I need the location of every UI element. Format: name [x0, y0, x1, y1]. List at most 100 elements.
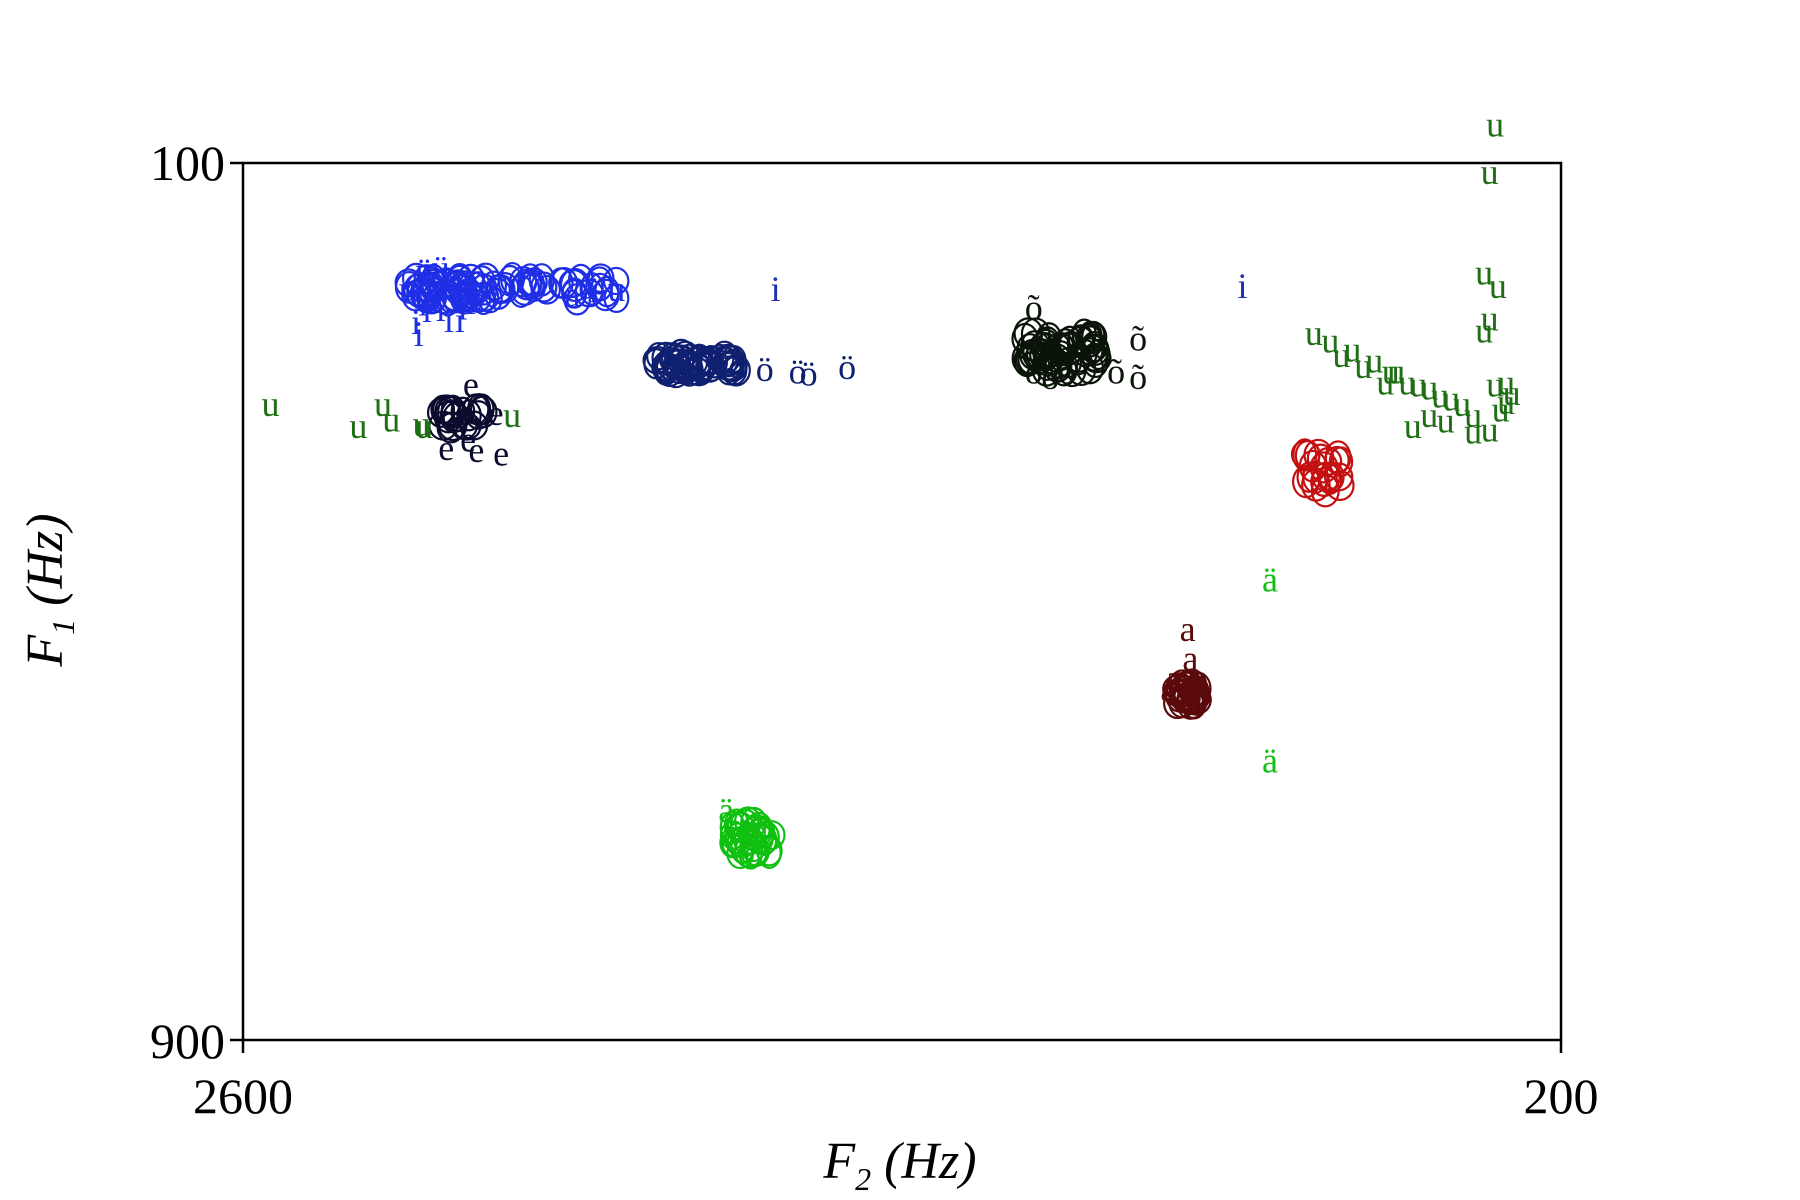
vowel-point-label: e: [438, 428, 454, 468]
cluster-mark-4: [1029, 331, 1059, 361]
plot-frame: [241, 161, 1563, 1042]
cluster-mark-4: [1081, 343, 1112, 374]
vowel-point-label: u: [1332, 335, 1350, 375]
vowel-point-label: a: [1160, 669, 1176, 709]
vowel-point-label: u: [1475, 311, 1493, 351]
vowel-point-label: õ: [1058, 351, 1076, 391]
vowel-point-label: ö: [756, 349, 774, 389]
vowel-point-label: i: [411, 302, 421, 342]
vowel-point-label: i: [589, 270, 599, 310]
vowel-point-label: u: [399, 269, 417, 309]
vowel-point-label: u: [1398, 362, 1416, 402]
cluster-mark-4: [1016, 333, 1044, 362]
cluster-mark-0: [455, 279, 484, 309]
cluster-mark-3: [660, 344, 689, 377]
cluster-mark-4: [1067, 324, 1095, 355]
cluster-mark-7: [1163, 678, 1191, 707]
x-axis-title: F2 (Hz): [822, 1133, 976, 1197]
cluster-mark-3: [653, 353, 683, 383]
vowel-point-label: u: [1437, 401, 1455, 441]
vowel-point-label: ä: [721, 812, 737, 852]
cluster-mark-0: [520, 267, 548, 298]
cluster-mark-0: [403, 273, 431, 307]
vowel-point-label: u: [349, 406, 367, 446]
vowel-point-label: u: [374, 384, 392, 424]
vowel-point-label: u: [1321, 321, 1339, 361]
vowel-point-label: i: [458, 288, 468, 328]
x-tick-label-2600: 2600: [193, 1068, 293, 1124]
cluster-mark-3: [673, 351, 699, 386]
vowel-point-label: i: [422, 290, 432, 330]
x-axis-title-main: F: [822, 1133, 856, 1190]
cluster-mark-0: [489, 272, 520, 304]
vowel-point-label: u: [1475, 253, 1493, 293]
vowel-point-label: õ: [1041, 357, 1059, 397]
vowel-point-label: i: [466, 282, 476, 322]
vowel-point-label: i: [436, 289, 446, 329]
vowel-point-label: u: [1365, 340, 1383, 380]
vowel-point-label: e: [488, 393, 504, 433]
cluster-mark-4: [1081, 330, 1109, 363]
cluster-mark-8: [744, 811, 773, 844]
vowel-point-label: u: [1354, 346, 1372, 386]
y-tick-label-100: 100: [150, 135, 225, 191]
cluster-mark-8: [747, 817, 776, 849]
x-axis-title-unit: (Hz): [884, 1133, 976, 1190]
vowel-point-label: i: [444, 300, 454, 340]
cluster-mark-8: [729, 808, 760, 840]
cluster-mark-6: [1296, 461, 1322, 493]
vowel-point-label: i: [430, 281, 440, 321]
vowel-point-label: e: [468, 430, 484, 470]
vowel-point-label: u: [1486, 364, 1504, 404]
cluster-mark-6: [1298, 449, 1328, 483]
vowel-point-label: a: [1182, 639, 1198, 679]
cluster-mark-0: [602, 266, 630, 296]
vowel-point-label: u: [1431, 375, 1449, 415]
cluster-mark-2: [432, 394, 461, 425]
cluster-mark-0: [587, 266, 613, 295]
cluster-mark-0: [431, 269, 462, 298]
vowel-point-label: u: [1404, 406, 1422, 446]
vowel-point-label: u: [1343, 329, 1361, 369]
vowel-point-label: u: [1481, 409, 1499, 449]
vowel-point-label: a: [1180, 609, 1196, 649]
vowel-point-label: u: [1497, 362, 1515, 402]
vowel-point-label: u: [1464, 412, 1482, 452]
vowel-point-label: ü: [432, 248, 450, 288]
cluster-mark-7: [1185, 675, 1210, 710]
vowel-point-label: u: [382, 400, 400, 440]
vowel-point-label: u: [1492, 390, 1510, 430]
vowel-point-label: õ: [1025, 288, 1043, 328]
vowel-point-label: õ: [1107, 351, 1125, 391]
cluster-mark-4: [1055, 346, 1083, 379]
cluster-mark-3: [713, 351, 743, 381]
cluster-mark-0: [457, 270, 487, 304]
vowel-point-label: ö: [800, 353, 818, 393]
vowel-point-label: õ: [1025, 351, 1043, 391]
vowel-point-label: i: [455, 300, 465, 340]
cluster-mark-6: [1324, 440, 1352, 475]
vowel-point-label: ö: [728, 346, 746, 386]
y-tick-label-900: 900: [150, 1013, 225, 1069]
cluster-mark-2: [467, 392, 492, 427]
vowel-point-label: u: [412, 404, 430, 444]
vowel-point-label: ä: [1262, 740, 1278, 780]
vowel-point-label: u: [1382, 351, 1400, 391]
cluster-mark-6: [1301, 468, 1331, 502]
cluster-mark-3: [643, 348, 670, 380]
cluster-mark-6: [1323, 462, 1354, 492]
vowel-point-label: u: [1497, 382, 1515, 422]
cluster-mark-8: [725, 811, 755, 843]
vowel-point-label: u: [1305, 313, 1323, 353]
vowel-point-label: e: [493, 434, 509, 474]
cluster-mark-0: [594, 275, 620, 308]
vowel-point-label: u: [1387, 351, 1405, 391]
vowel-point-label: ö: [662, 346, 680, 386]
vowel-point-label: ä: [1262, 560, 1278, 600]
cluster-mark-0: [528, 263, 555, 297]
vowel-point-label: u: [1376, 362, 1394, 402]
vowel-point-label: a: [1191, 658, 1207, 698]
vowel-point-label: õ: [1036, 318, 1054, 358]
